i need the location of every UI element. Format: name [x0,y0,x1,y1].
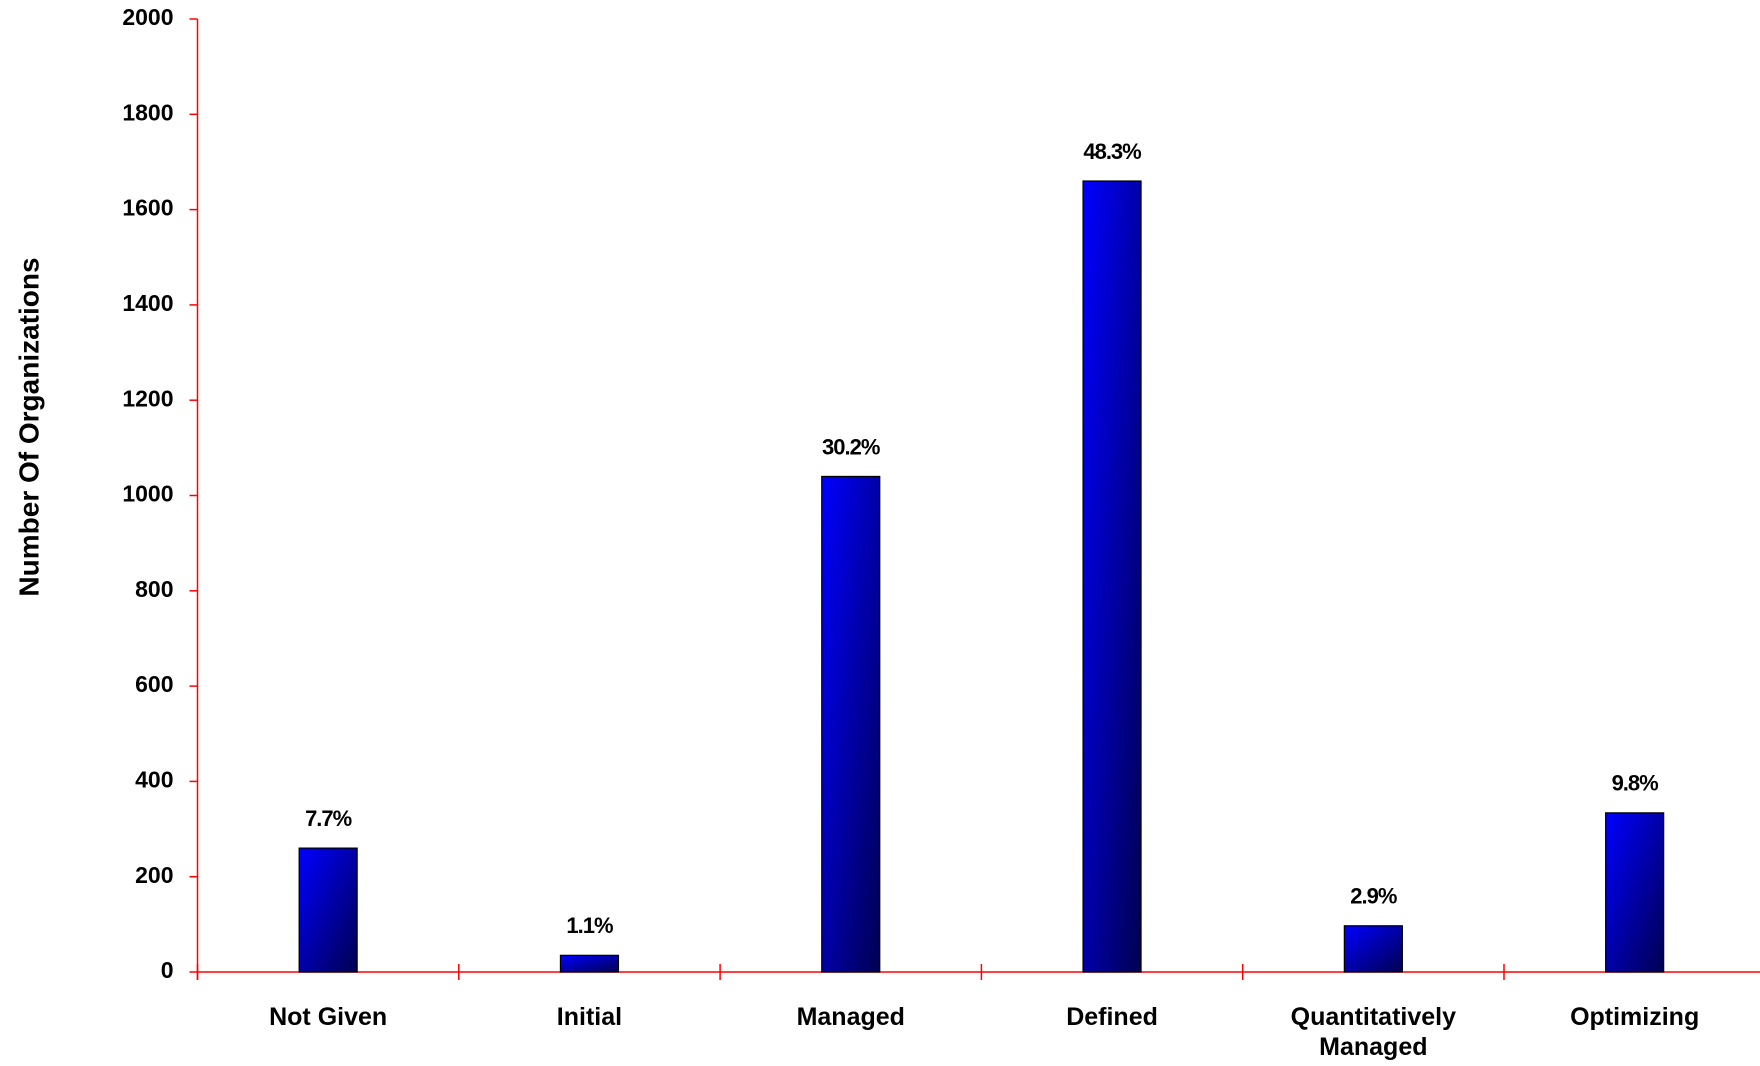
percent-label: 30.2% [822,434,880,459]
percent-label: 1.1% [566,913,613,938]
bar [1082,180,1142,973]
percent-label: 48.3% [1083,139,1141,164]
x-tick-label: Not Given [269,1003,388,1031]
y-tick-label: 1400 [122,290,173,316]
x-tick-label: Initial [556,1003,623,1031]
x-tick-label: Optimizing [1570,1003,1700,1031]
x-tick-label: Quantitatively Managed [1290,1003,1456,1061]
y-tick-label: 0 [161,957,174,983]
y-axis-label: Number Of Organizations [13,257,44,596]
y-tick-label: 2000 [122,4,173,30]
bar [1343,925,1403,973]
bar [298,847,358,973]
percent-label: 2.9% [1350,884,1397,909]
y-tick-label: 1600 [122,195,173,221]
y-tick-label: 400 [135,766,173,792]
bar [1605,812,1665,973]
bar [559,954,620,973]
y-tick-label: 1800 [122,99,173,125]
x-tick-label: Defined [1066,1003,1158,1031]
y-tick-label: 600 [135,671,173,697]
x-tick-label: Managed [796,1003,905,1031]
y-tick-label: 200 [135,862,173,888]
y-tick-label: 1000 [122,481,173,507]
bar [821,475,881,973]
y-tick-label: 800 [135,576,173,602]
y-tick-label: 1200 [122,385,173,411]
percent-label: 7.7% [305,806,352,831]
percent-label: 9.8% [1612,771,1659,796]
